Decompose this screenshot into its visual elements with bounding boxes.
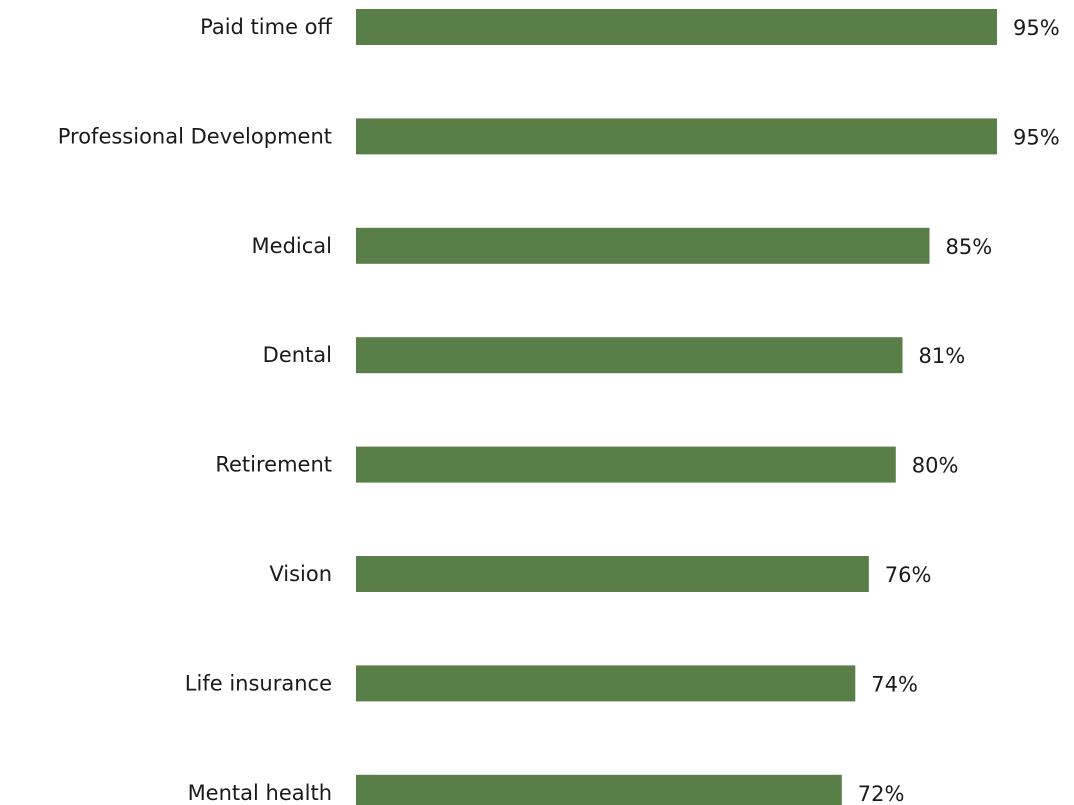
value-label-retirement: 80% [912, 454, 959, 478]
value-label-vision: 76% [885, 563, 932, 587]
category-label-retirement: Retirement [215, 453, 332, 477]
value-label-life-insurance: 74% [871, 672, 918, 696]
bar-paid-time-off [356, 9, 997, 45]
bar-dental [356, 337, 903, 374]
bar-retirement [356, 446, 896, 483]
value-label-medical: 85% [946, 235, 993, 259]
category-label-vision: Vision [269, 562, 332, 586]
bar-medical [356, 227, 930, 264]
category-label-dental: Dental [263, 343, 332, 367]
bar-mental-health [356, 774, 842, 805]
value-label-paid-time-off: 95% [1013, 16, 1060, 40]
bar-professional-development [356, 118, 997, 155]
labels-layer: Paid time off 95% Professional Development… [58, 15, 1060, 805]
value-label-mental-health: 72% [858, 782, 905, 805]
category-label-life-insurance: Life insurance [185, 671, 332, 695]
bar-vision [356, 556, 869, 592]
bars-layer [356, 9, 997, 805]
value-label-dental: 81% [919, 344, 966, 368]
value-label-professional-development: 95% [1013, 125, 1060, 149]
category-label-professional-development: Professional Development [58, 124, 332, 148]
bar-life-insurance [356, 665, 856, 702]
category-label-medical: Medical [252, 234, 332, 258]
category-label-paid-time-off: Paid time off [200, 15, 332, 39]
category-label-mental-health: Mental health [188, 781, 332, 805]
